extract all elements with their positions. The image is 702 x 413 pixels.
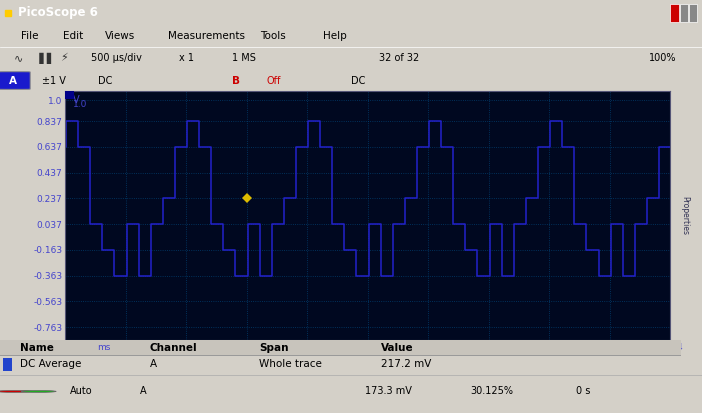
Text: ⚡: ⚡ (60, 53, 67, 64)
Bar (65, 91, 74, 99)
Text: 217.2 mV: 217.2 mV (381, 359, 432, 369)
FancyBboxPatch shape (0, 72, 30, 89)
Text: Value: Value (381, 343, 414, 353)
Text: A: A (150, 359, 157, 369)
Text: Auto: Auto (70, 387, 93, 396)
Text: Edit: Edit (63, 31, 84, 41)
Text: 0 s: 0 s (576, 387, 590, 396)
Text: ms: ms (97, 343, 110, 352)
Text: Span: Span (259, 343, 289, 353)
Text: DC: DC (351, 76, 365, 85)
Text: Properties: Properties (680, 196, 689, 235)
Text: 1.0: 1.0 (72, 100, 87, 109)
Text: Measurements: Measurements (168, 31, 246, 41)
Text: File: File (21, 31, 39, 41)
Text: x 1: x 1 (179, 53, 194, 64)
Text: 173.3 mV: 173.3 mV (365, 387, 412, 396)
Text: Off: Off (267, 76, 281, 85)
Bar (670, 4, 679, 22)
Text: Name: Name (20, 343, 54, 353)
Bar (0, 340, 681, 355)
Text: ▐▐: ▐▐ (35, 53, 52, 64)
Text: 32 of 32: 32 of 32 (379, 53, 419, 64)
Text: V: V (72, 95, 79, 105)
Text: 30.125%: 30.125% (470, 387, 513, 396)
Text: Help: Help (323, 31, 347, 41)
Bar (680, 4, 688, 22)
Text: Whole trace: Whole trace (259, 359, 322, 369)
Text: A: A (140, 387, 147, 396)
Text: 500 μs/div: 500 μs/div (91, 53, 142, 64)
Text: ±1 V: ±1 V (42, 76, 66, 85)
Text: 100%: 100% (649, 53, 677, 64)
Text: DC: DC (98, 76, 112, 85)
Text: B: B (232, 76, 239, 85)
Text: PicoScope 6: PicoScope 6 (18, 6, 98, 19)
Circle shape (0, 390, 32, 392)
Text: Channel: Channel (150, 343, 197, 353)
Text: DC Average: DC Average (20, 359, 82, 369)
Text: Views: Views (105, 31, 135, 41)
Text: x1.0: x1.0 (70, 346, 88, 355)
Text: ∿: ∿ (14, 53, 23, 64)
Text: 1 MS: 1 MS (232, 53, 256, 64)
Text: Tools: Tools (260, 31, 286, 41)
Text: A: A (9, 76, 18, 85)
Bar (4, 358, 11, 371)
Bar (689, 4, 697, 22)
Circle shape (21, 390, 56, 392)
